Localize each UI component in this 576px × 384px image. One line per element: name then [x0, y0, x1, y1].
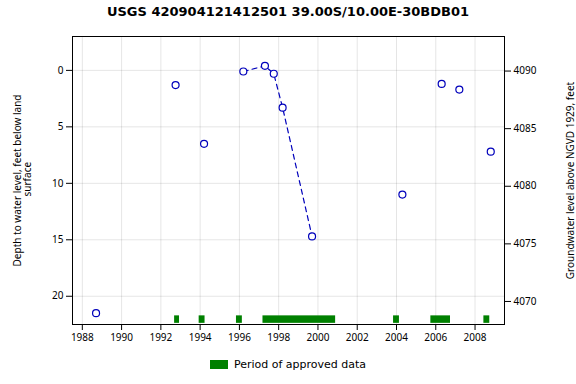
svg-text:2002: 2002 — [346, 330, 369, 344]
svg-text:Depth to water level, feet bel: Depth to water level, feet below land su… — [10, 95, 34, 267]
svg-text:15: 15 — [52, 232, 64, 246]
svg-text:10: 10 — [52, 176, 64, 190]
svg-text:4070: 4070 — [514, 294, 537, 308]
svg-text:2008: 2008 — [464, 330, 487, 344]
svg-text:0: 0 — [58, 63, 64, 77]
svg-text:2004: 2004 — [385, 330, 408, 344]
html-text:Period of approved data: Period of approved data — [233, 357, 367, 371]
svg-text:2000: 2000 — [307, 330, 330, 344]
svg-text:1996: 1996 — [228, 330, 251, 344]
svg-text:4075: 4075 — [514, 236, 537, 250]
svg-text:20: 20 — [52, 288, 64, 302]
svg-text:4085: 4085 — [514, 121, 537, 135]
svg-text:1994: 1994 — [189, 330, 212, 344]
svg-text:4090: 4090 — [514, 63, 537, 77]
svg-text:1988: 1988 — [71, 330, 94, 344]
svg-text:Groundwater level above NGVD 1: Groundwater level above NGVD 1929, feet — [563, 81, 576, 279]
svg-text:1992: 1992 — [149, 330, 172, 344]
html-text:USGS 420904121412501 39.00S/10: USGS 420904121412501 39.00S/10.00E-30BDB… — [106, 4, 469, 19]
svg-text:5: 5 — [58, 119, 64, 133]
svg-text:1998: 1998 — [267, 330, 290, 344]
svg-text:2006: 2006 — [424, 330, 447, 344]
svg-text:4080: 4080 — [514, 178, 537, 192]
svg-text:1990: 1990 — [110, 330, 133, 344]
